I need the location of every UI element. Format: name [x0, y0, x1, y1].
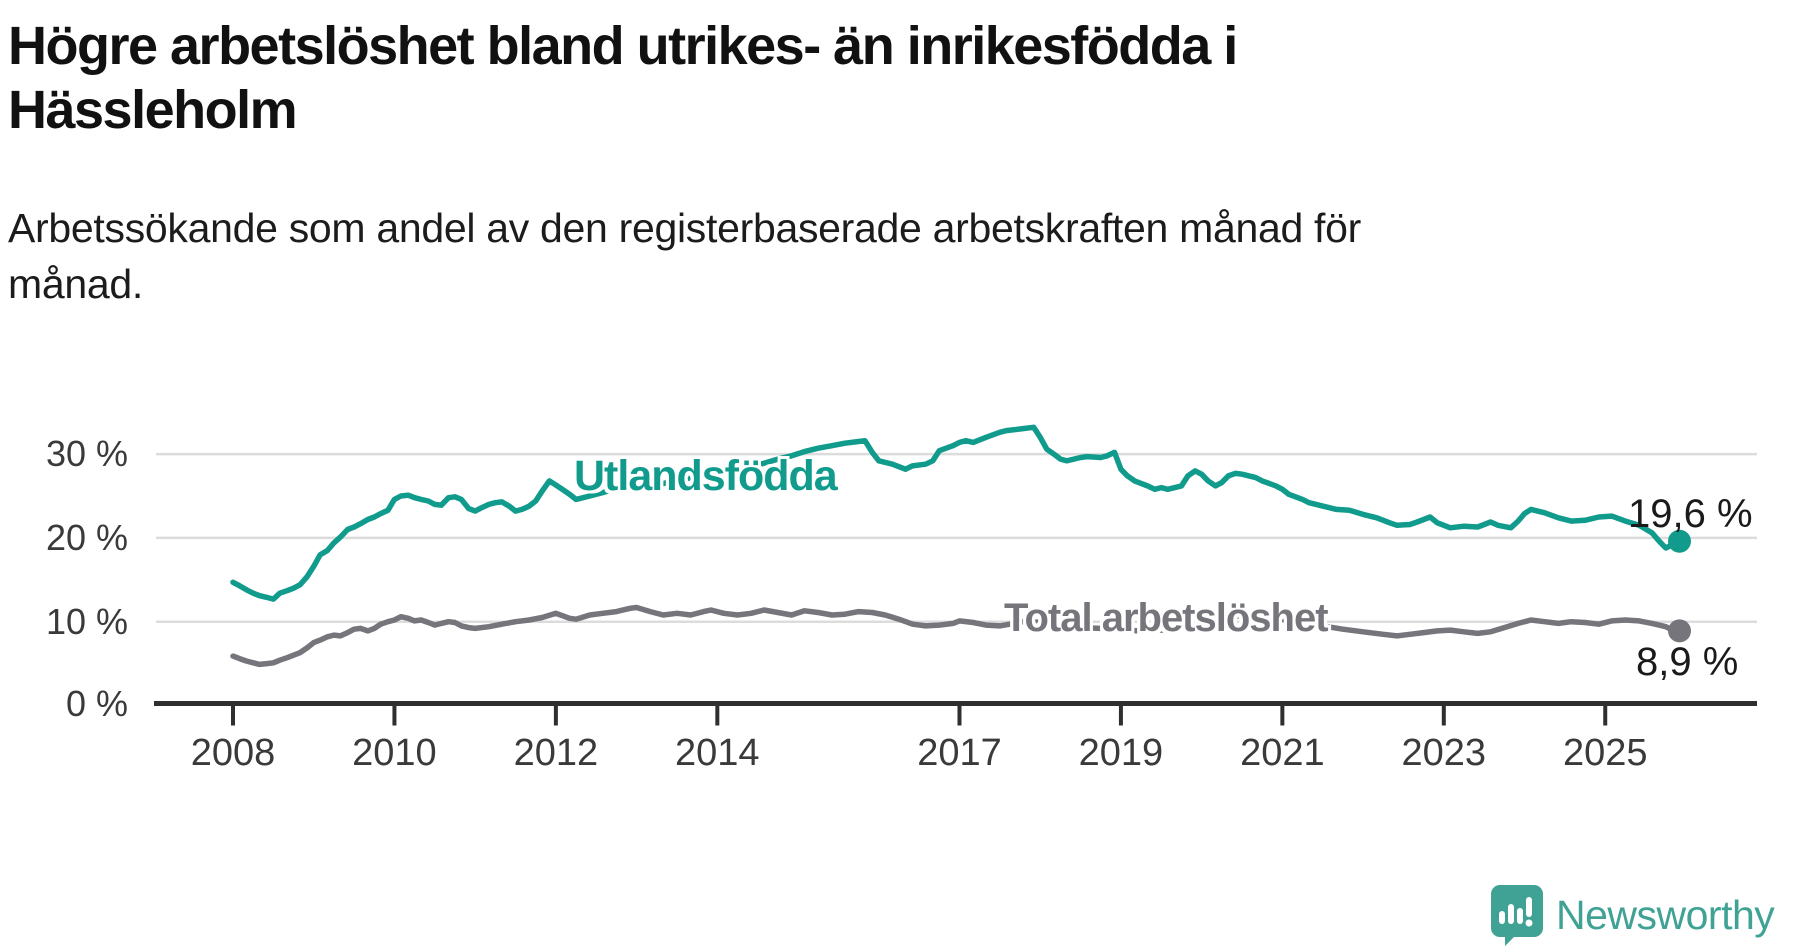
- newsworthy-logo-text: Newsworthy: [1556, 891, 1775, 938]
- newsworthy-logo: Newsworthy: [1488, 884, 1775, 946]
- series-label-utlandsfodda: Utlandsfödda: [574, 452, 838, 500]
- x-axis-label-2010: 2010: [352, 732, 437, 774]
- chart-subtitle: Arbetssökande som andel av den registerb…: [8, 205, 1362, 307]
- end-dot-utlandsfodda: [1668, 529, 1692, 553]
- series-label-total-arbetsloshet: Total arbetslöshet: [1004, 596, 1329, 640]
- series-line-total: [230, 604, 1683, 668]
- end-value-utlandsfodda: 19,6 %: [1628, 492, 1753, 536]
- exclamation-bar: [1526, 897, 1532, 917]
- exclamation-dot: [1525, 919, 1533, 927]
- bar-3: [1517, 908, 1523, 924]
- end-dot-total: [1668, 619, 1692, 643]
- x-axis-label-2023: 2023: [1401, 732, 1487, 774]
- y-axis-label-20: 20 %: [45, 516, 128, 558]
- x-axis-label-2008: 2008: [190, 732, 276, 774]
- y-axis-label-30: 30 %: [45, 433, 128, 475]
- y-axis-label-10: 10 %: [45, 600, 128, 642]
- x-axis-label-2025: 2025: [1562, 732, 1648, 774]
- series-line-utlandsfodda: [230, 424, 1683, 602]
- title-line-1: Högre arbetslöshet bland utrikes- än inr…: [8, 16, 1238, 76]
- bar-1: [1499, 911, 1505, 924]
- x-axis-label-2014: 2014: [675, 732, 760, 774]
- title-line-2: Hässleholm: [8, 80, 298, 140]
- x-axis-label-2021: 2021: [1240, 732, 1325, 774]
- bar-2: [1508, 904, 1514, 924]
- x-axis-label-2019: 2019: [1078, 732, 1164, 774]
- end-value-total: 8,9 %: [1636, 640, 1739, 684]
- newsworthy-logo-icon: [1491, 885, 1543, 946]
- page-title: Högre arbetslöshet bland utrikes- än inr…: [8, 14, 1428, 142]
- x-axis-label-2017: 2017: [917, 732, 1002, 774]
- y-axis-label-0: 0 %: [65, 682, 128, 724]
- x-axis-label-2012: 2012: [513, 732, 599, 774]
